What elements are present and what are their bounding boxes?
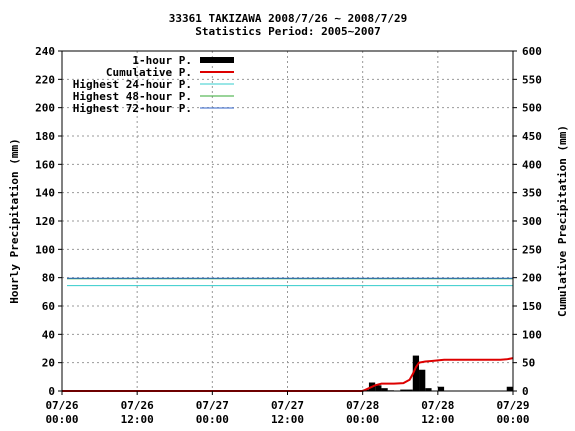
left-tick-label: 120 (35, 215, 55, 228)
cumulative-line (62, 357, 514, 392)
hourly-bar (412, 355, 420, 391)
hourly-bar (419, 369, 426, 391)
right-tick-label: 300 (522, 215, 542, 228)
right-axis-ticks: 0 50 100 150 200 250 300 350 400 450 500 550 600 (513, 45, 542, 398)
hourly-bar (506, 386, 513, 391)
legend-label: Highest 24-hour P. (73, 78, 192, 91)
left-axis-ticks: 0 20 40 60 80 100 120 140 160 180 200 220 240 (35, 45, 62, 398)
x-tick-label-time: 12:00 (121, 413, 154, 426)
x-tick-label-date: 07/27 (271, 399, 304, 412)
hourly-bar (381, 388, 388, 391)
hourly-bar (425, 388, 432, 391)
x-tick-label-time: 12:00 (421, 413, 454, 426)
right-axis-label: Cumulative Precipitation (mm) (556, 125, 569, 317)
x-tick-label-date: 07/27 (196, 399, 229, 412)
left-tick-label: 60 (42, 300, 55, 313)
left-tick-label: 160 (35, 158, 55, 171)
right-tick-label: 100 (522, 328, 542, 341)
legend-swatch-bar (200, 57, 234, 63)
x-tick-label-time: 00:00 (496, 413, 529, 426)
x-tick-label-time: 00:00 (346, 413, 379, 426)
left-tick-label: 40 (42, 328, 55, 341)
right-tick-label: 150 (522, 300, 542, 313)
x-tick-label-date: 07/28 (346, 399, 379, 412)
left-tick-label: 180 (35, 130, 55, 143)
right-tick-label: 200 (522, 272, 542, 285)
right-tick-label: 600 (522, 45, 542, 58)
right-tick-label: 450 (522, 130, 542, 143)
hourly-bar (400, 389, 407, 391)
cumulative-line-group (62, 357, 514, 392)
legend-label: Highest 48-hour P. (73, 90, 192, 103)
hourly-bar (437, 386, 445, 391)
chart-title-line2: Statistics Period: 2005~2007 (195, 25, 380, 38)
right-tick-label: 400 (522, 158, 542, 171)
x-tick-label-date: 07/28 (421, 399, 454, 412)
hourly-bar (406, 389, 413, 391)
x-tick-label-date: 07/29 (496, 399, 529, 412)
left-tick-label: 140 (35, 187, 55, 200)
x-axis-ticks: 07/2600:0007/2612:0007/2700:0007/2712:00… (45, 391, 530, 426)
left-tick-label: 200 (35, 102, 55, 115)
right-tick-label: 550 (522, 73, 542, 86)
right-tick-label: 500 (522, 102, 542, 115)
right-tick-label: 0 (522, 385, 529, 398)
right-tick-label: 50 (522, 357, 535, 370)
grid (62, 51, 513, 391)
chart-title-line1: 33361 TAKIZAWA 2008/7/26 ~ 2008/7/29 (169, 12, 407, 25)
left-axis-label: Hourly Precipitation (mm) (8, 138, 21, 304)
left-tick-label: 20 (42, 357, 55, 370)
x-tick-label-date: 07/26 (45, 399, 78, 412)
left-tick-label: 220 (35, 73, 55, 86)
highest-lines (67, 277, 513, 287)
x-tick-label-time: 00:00 (45, 413, 78, 426)
x-tick-label-date: 07/26 (121, 399, 154, 412)
left-tick-label: 0 (48, 385, 55, 398)
legend-label: Highest 72-hour P. (73, 102, 192, 115)
right-tick-label: 350 (522, 187, 542, 200)
left-tick-label: 240 (35, 45, 55, 58)
hourly-bar (375, 385, 382, 391)
legend: 1-hour P.Cumulative P.Highest 24-hour P.… (73, 54, 234, 115)
right-tick-label: 250 (522, 243, 542, 256)
left-tick-label: 80 (42, 272, 55, 285)
x-tick-label-time: 12:00 (271, 413, 304, 426)
x-tick-label-time: 00:00 (196, 413, 229, 426)
legend-label: 1-hour P. (132, 54, 192, 67)
left-tick-label: 100 (35, 243, 55, 256)
legend-label: Cumulative P. (106, 66, 192, 79)
